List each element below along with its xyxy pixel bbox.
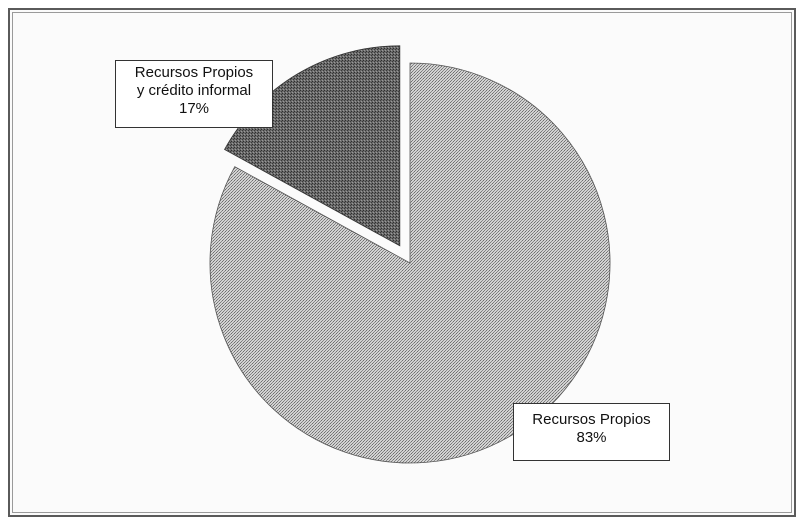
slice-label-recursos-propios: Recursos Propios 83% [513,403,670,461]
slice-label-percent: 83% [576,429,607,446]
slice-label-name-line2: y crédito informal [136,82,252,99]
slice-label-recursos-propios-y-credito-informal: Recursos Propios y crédito informal 17% [115,60,273,128]
pie-slice-recursos-propios [209,62,611,464]
slice-label-name-line1: Recursos Propios [134,64,254,81]
slice-label-name: Recursos Propios [532,411,651,428]
slice-label-percent: 17% [178,100,210,117]
